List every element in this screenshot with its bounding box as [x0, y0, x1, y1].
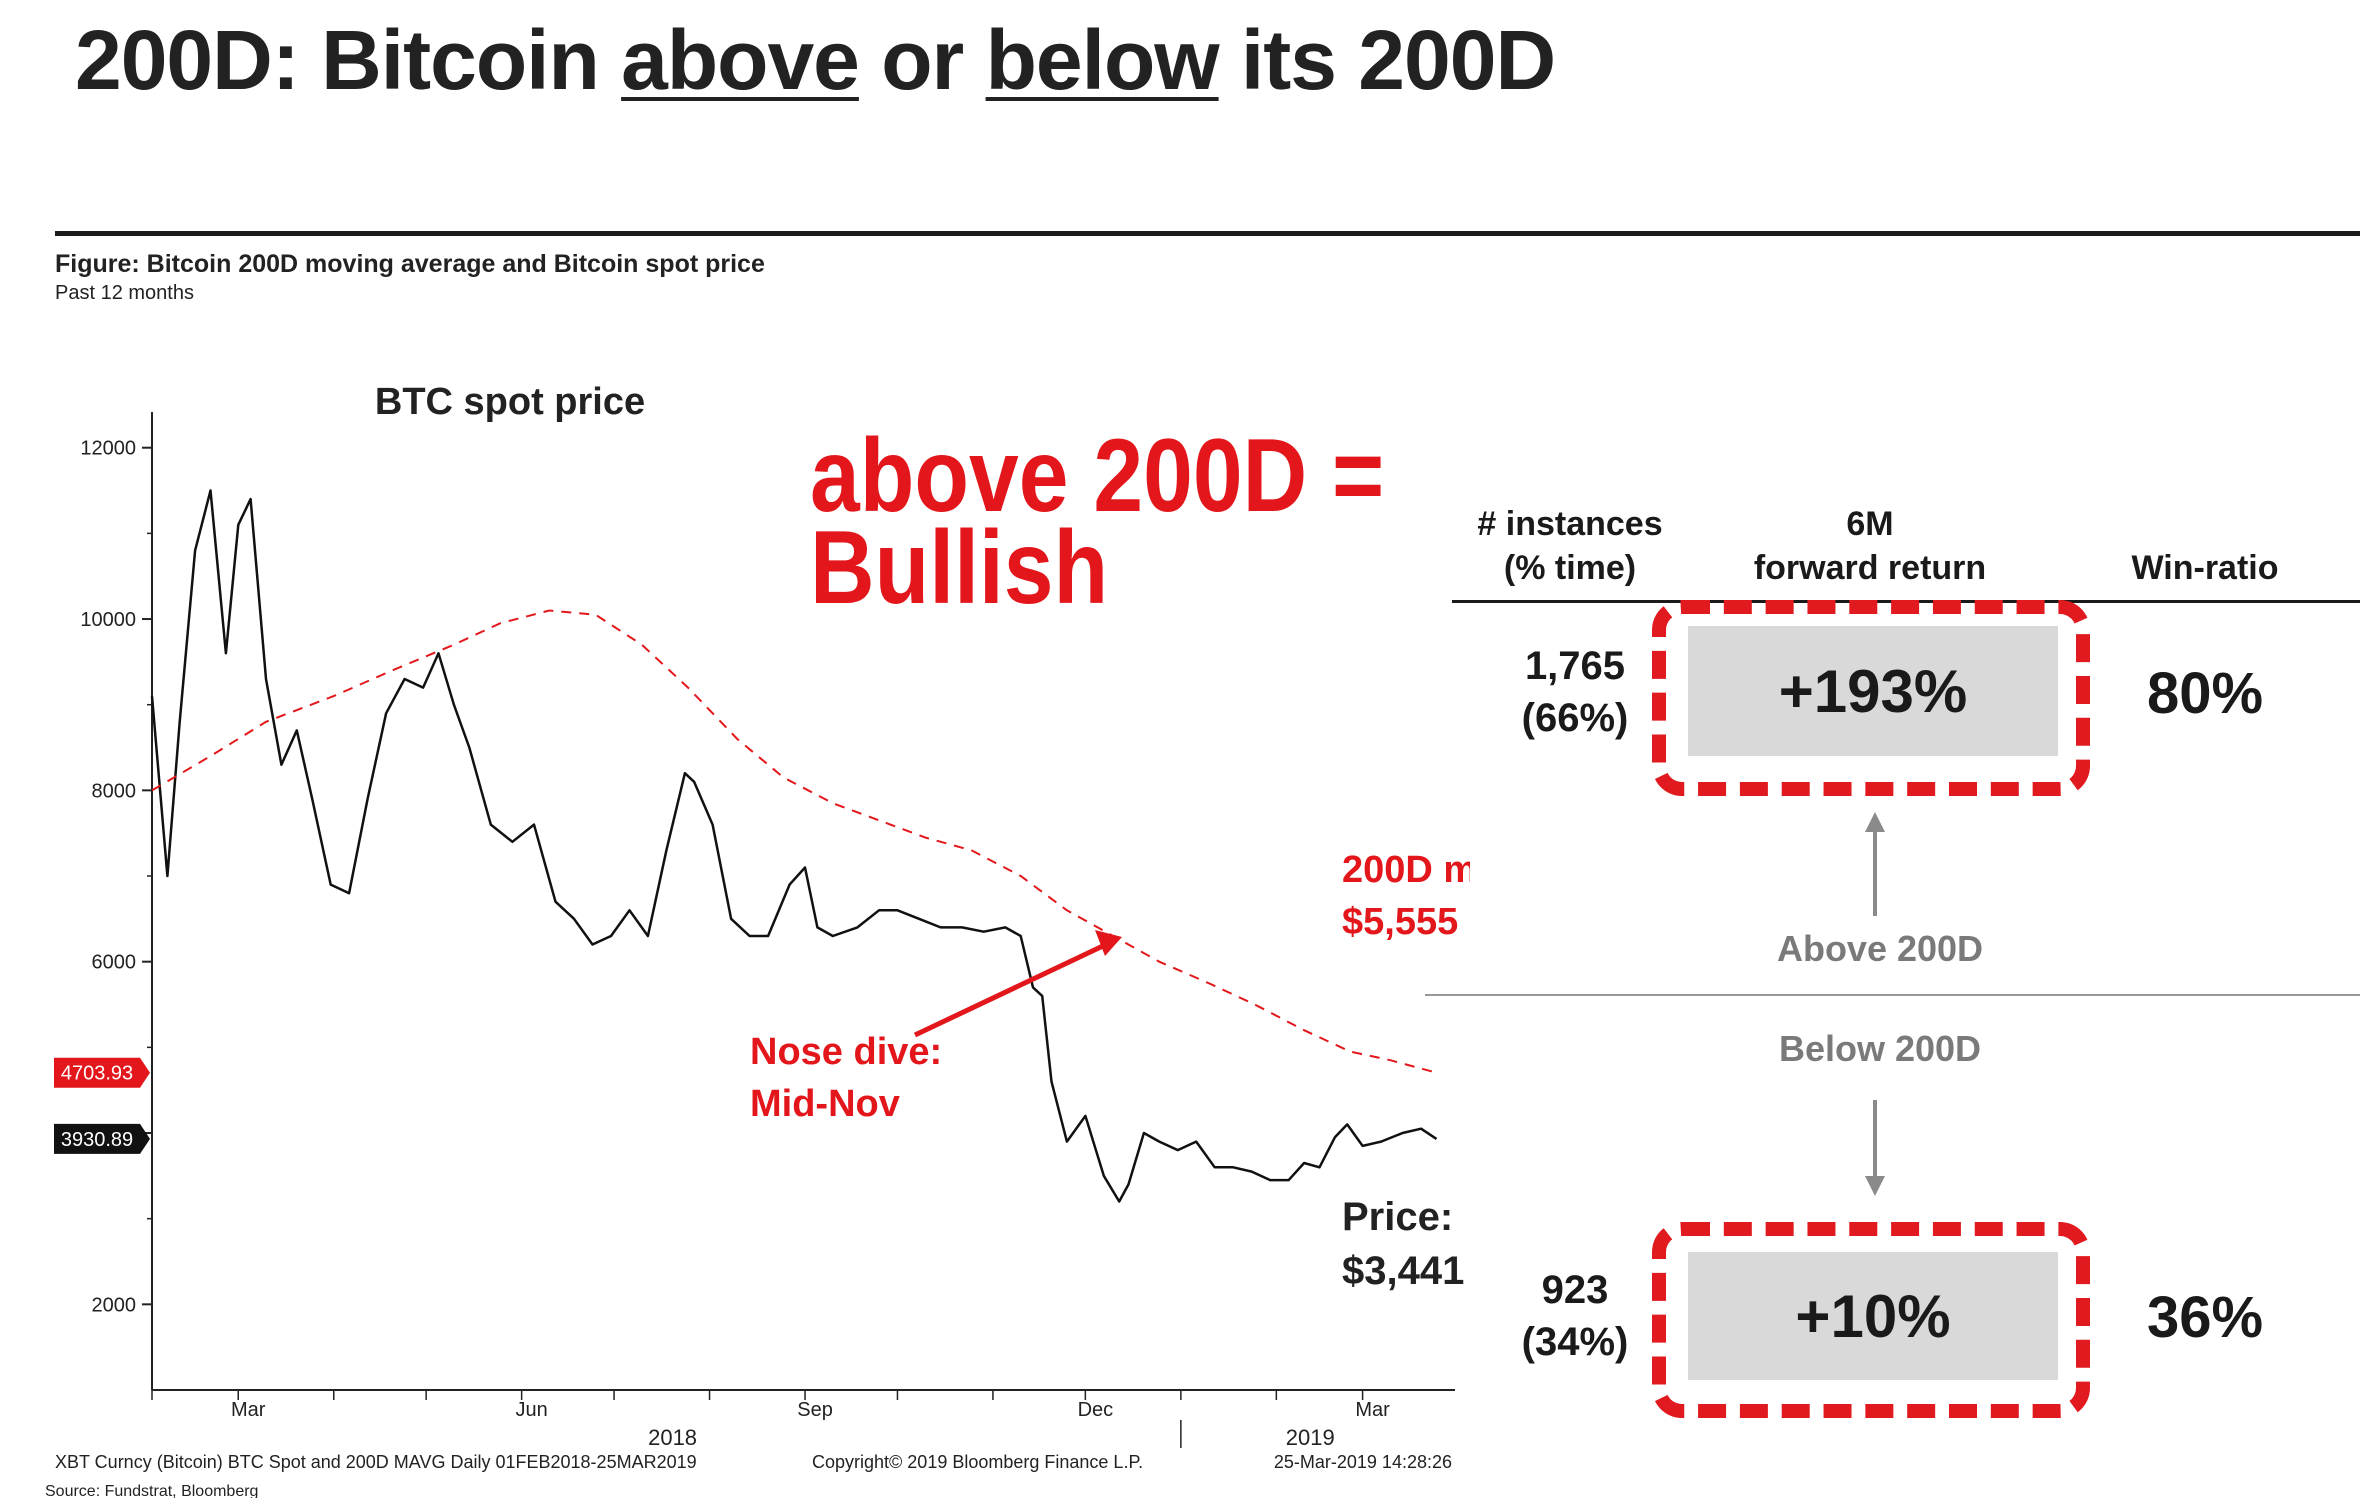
x-year-label: 2018: [648, 1425, 697, 1450]
chart-title: BTC spot price: [375, 381, 645, 423]
y-tick-label: 6000: [92, 952, 137, 974]
arrow-down-icon: [1865, 1100, 1885, 1196]
above-instances: 1,765 (66%): [1521, 644, 1629, 740]
x-year-label: 2019: [1286, 1425, 1335, 1450]
nose-dive-arrow: [913, 942, 1107, 1038]
figure-title: Figure: Bitcoin 200D moving average and …: [55, 250, 765, 278]
header-rule: [55, 231, 2360, 236]
footer-left: XBT Curncy (Bitcoin) BTC Spot and 200D M…: [55, 1452, 697, 1472]
chart-labels: 2000 6000 8000 10000 12000 Mar Jun Sep Dec Mar 201…: [45, 381, 1470, 1498]
y-tick-label: 12000: [80, 438, 136, 460]
value-tag-label: 3930.89: [61, 1129, 133, 1151]
x-tick-label: Mar: [231, 1399, 266, 1421]
btc-spot-line: [150, 489, 1438, 1203]
x-tick-label: Mar: [1355, 1399, 1390, 1421]
header-instances: # instances (% time): [1477, 505, 1663, 587]
below-instances: 923 (34%): [1521, 1268, 1629, 1364]
above-return-value: +193%: [1688, 626, 2058, 756]
below-return-value: +10%: [1688, 1252, 2058, 1380]
spot-last-value-tag: 3930.89: [54, 1123, 150, 1154]
value-tag-shape: [54, 1057, 150, 1088]
mavg-annotation-label: 200D mavg:: [1342, 849, 1470, 891]
header-forward-return: 6M forward return: [1753, 505, 1987, 587]
nose-dive-arrowhead: [1095, 930, 1122, 956]
footer-timestamp: 25-Mar-2019 14:28:26: [1274, 1452, 1452, 1472]
page-title: 200D: Bitcoin above or below its 200D: [75, 13, 1556, 107]
x-tick-label: Jun: [516, 1399, 548, 1421]
y-tick-label: 10000: [80, 609, 136, 631]
x-tick-label: Dec: [1078, 1399, 1114, 1421]
title-below-emphasis: below: [985, 13, 1220, 107]
claim-text: above 200D = Bullish: [810, 418, 1450, 626]
nose-dive-label: Nose dive:: [750, 1031, 942, 1073]
btc-chart: 2000 6000 8000 10000 12000 Mar Jun Sep Dec Mar 201…: [45, 381, 1470, 1498]
price-annotation-label: Price:: [1342, 1195, 1453, 1239]
claim-line-1: above 200D =: [810, 418, 1385, 534]
chart-marks: [150, 489, 1438, 1203]
x-tick-label: Sep: [797, 1399, 833, 1421]
footer-copyright: Copyright© 2019 Bloomberg Finance L.P.: [812, 1452, 1143, 1472]
chart-axes: [142, 412, 1455, 1448]
y-tick-label: 2000: [92, 1294, 137, 1316]
claim-line-2: Bullish: [810, 510, 1109, 626]
title-above-emphasis: above: [621, 13, 860, 107]
figure-subtitle: Past 12 months: [55, 282, 194, 304]
mavg-200d-line: [151, 609, 1437, 1074]
nose-dive-date: Mid-Nov: [750, 1083, 900, 1125]
y-tick-label: 8000: [92, 780, 137, 802]
value-tag-label: 4703.93: [61, 1063, 133, 1085]
price-annotation-value: $3,441: [1342, 1249, 1464, 1293]
header-win-ratio: Win-ratio: [2131, 549, 2279, 587]
below-200d-label: Below 200D: [1778, 1028, 1982, 1069]
mavg-last-value-tag: 4703.93: [54, 1057, 150, 1088]
arrow-up-icon: [1865, 812, 1885, 916]
above-return-highlight: [1652, 600, 2090, 796]
above-win-ratio: 80%: [2146, 661, 2264, 726]
below-win-ratio: 36%: [2146, 1285, 2264, 1350]
mavg-annotation-value: $5,555: [1342, 901, 1458, 943]
below-return-highlight: [1652, 1222, 2090, 1418]
section-divider: [1425, 994, 2360, 996]
above-200d-label: Above 200D: [1776, 928, 1984, 969]
value-tag-shape: [54, 1123, 150, 1154]
footer-source: Source: Fundstrat, Bloomberg: [45, 1483, 258, 1498]
